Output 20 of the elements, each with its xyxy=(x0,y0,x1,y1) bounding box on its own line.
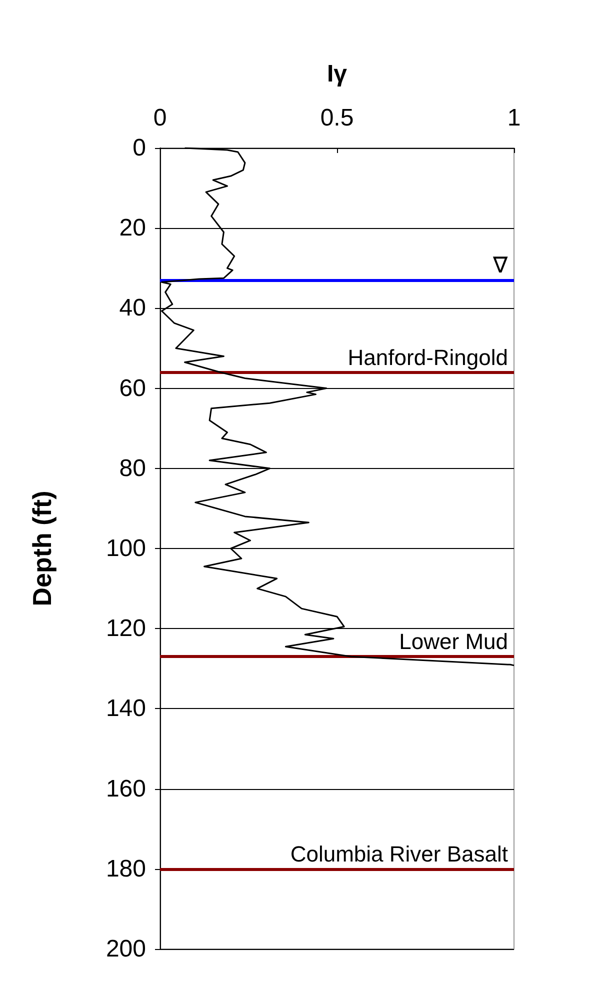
x-tick-label: 0 xyxy=(153,104,167,132)
y-tick-label: 180 xyxy=(106,855,146,882)
y-tick-label: 120 xyxy=(106,615,146,642)
ref-line-label: Columbia River Basalt xyxy=(290,841,508,866)
y-tick-label: 100 xyxy=(106,535,146,562)
y-tick-label: 80 xyxy=(119,454,146,482)
x-tick-label: 1 xyxy=(507,104,521,132)
y-tick-label: 0 xyxy=(132,134,146,162)
y-axis-title: Depth (ft) xyxy=(27,490,57,606)
ref-line-label: Hanford-Ringold xyxy=(348,344,508,370)
y-tick-label: 140 xyxy=(106,695,146,722)
x-axis-title: Iγ xyxy=(326,60,348,88)
x-tick-label: 0.5 xyxy=(320,104,354,132)
y-tick-label: 40 xyxy=(119,294,146,322)
y-tick-label: 60 xyxy=(119,374,146,402)
y-tick-label: 160 xyxy=(106,775,146,802)
y-tick-label: 200 xyxy=(106,936,146,962)
ref-line-label: Lower Mud xyxy=(399,629,508,654)
y-tick-label: 20 xyxy=(119,214,146,242)
ref-line-label: ∇ xyxy=(492,252,508,278)
